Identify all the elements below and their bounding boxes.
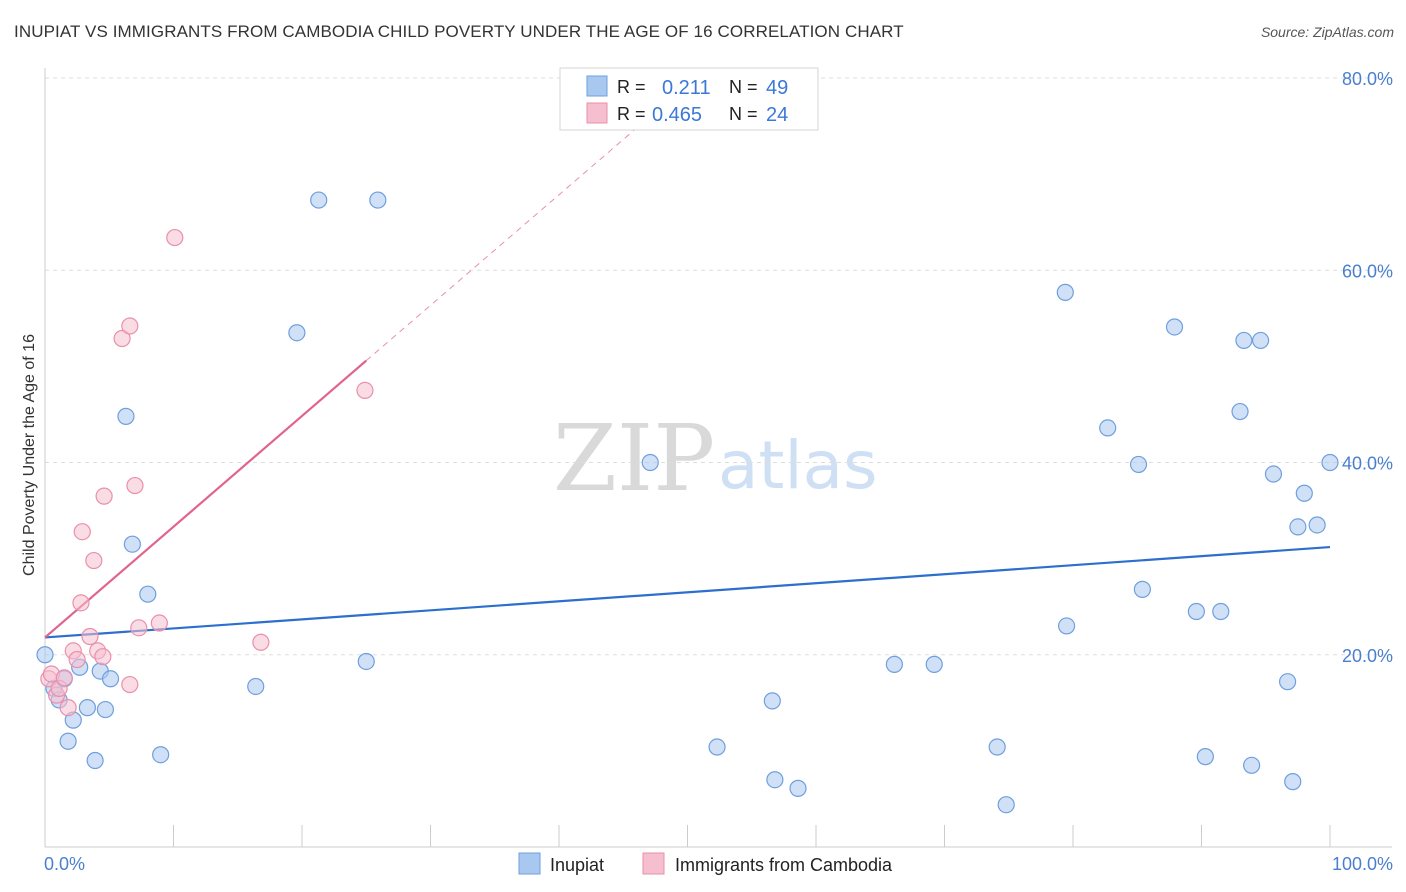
inupiat-point <box>1264 465 1283 483</box>
cambodia-point <box>81 627 99 646</box>
cambodia-point <box>85 551 103 570</box>
inupiat-point <box>708 738 726 756</box>
cambodia-point <box>73 523 91 541</box>
inupiat-point <box>1321 453 1339 472</box>
inupiat-point <box>123 535 141 553</box>
y-tick-label: 20.0% <box>1342 646 1393 666</box>
x-tick-label: 100.0% <box>1332 854 1393 874</box>
legend-swatch-inupiat <box>586 75 608 97</box>
inupiat-point <box>310 191 328 209</box>
inupiat-point <box>96 700 114 719</box>
inupiat-point <box>1099 419 1117 437</box>
inupiat-point <box>988 738 1006 756</box>
cambodia-point <box>121 675 139 694</box>
inupiat-point <box>1231 402 1249 421</box>
tick-labels: 20.0% 40.0% 60.0% 80.0% 0.0% 100.0% <box>44 69 1393 874</box>
cambodia-point <box>95 487 113 505</box>
inupiat-point <box>1235 331 1253 350</box>
cambodia-point <box>166 228 184 247</box>
series-legend-swatch-cambodia <box>642 852 665 875</box>
cambodia-point <box>59 699 77 717</box>
inupiat-point <box>369 191 387 209</box>
inupiat-point <box>1056 283 1074 301</box>
inupiat-point <box>86 751 104 770</box>
legend-r-value-cambodia: 0.465 <box>652 104 702 126</box>
legend-n-value-inupiat: 49 <box>766 77 788 99</box>
stats-legend: R = 0.211 N = 49 R = 0.465 N = 24 <box>559 67 819 131</box>
cambodia-point <box>72 594 90 612</box>
inupiat-trend-line <box>44 545 1331 639</box>
inupiat-point <box>1196 748 1214 766</box>
inupiat-point <box>59 732 77 750</box>
trend-lines <box>44 117 1331 639</box>
inupiat-point <box>1129 455 1148 474</box>
series-legend-label-inupiat: Inupiat <box>550 855 604 875</box>
inupiat-point <box>1187 602 1205 621</box>
x-tick-label: 0.0% <box>44 854 85 874</box>
y-axis-title: Child Poverty Under the Age of 16 <box>21 334 38 576</box>
inupiat-point <box>1308 516 1326 534</box>
inupiat-point <box>1252 331 1270 350</box>
cambodia-trend-extension <box>365 117 650 361</box>
inupiat-point <box>288 324 306 342</box>
inupiat-point <box>1295 484 1313 502</box>
cambodia-point <box>130 619 148 637</box>
watermark-atlas: atlas <box>718 427 878 504</box>
y-tick-label: 80.0% <box>1342 69 1393 89</box>
inupiat-point <box>36 646 54 664</box>
cambodia-point <box>150 614 168 632</box>
series-legend-label-cambodia: Immigrants from Cambodia <box>675 855 893 875</box>
inupiat-point <box>139 585 157 603</box>
cambodia-point <box>252 633 270 651</box>
cambodia-point <box>126 476 144 495</box>
legend-n-label: N = <box>729 77 758 97</box>
cambodia-trend-line <box>44 359 367 639</box>
inupiat-point <box>641 453 659 472</box>
axes <box>44 68 1392 848</box>
cambodia-point <box>356 381 374 400</box>
inupiat-point <box>1284 773 1302 791</box>
cambodia-point <box>121 317 139 335</box>
series-legend: Inupiat Immigrants from Cambodia <box>518 852 893 875</box>
inupiat-point <box>1243 756 1261 774</box>
series-legend-swatch-inupiat <box>518 852 541 875</box>
inupiat-point <box>766 771 784 789</box>
inupiat-point <box>789 779 807 797</box>
legend-n-value-cambodia: 24 <box>766 104 788 126</box>
inupiat-point <box>1133 580 1151 598</box>
cambodia-point <box>55 669 73 687</box>
legend-r-label: R = <box>617 104 646 124</box>
inupiat-point <box>1278 673 1297 691</box>
y-tick-label: 40.0% <box>1342 454 1393 474</box>
inupiat-point <box>101 670 120 688</box>
inupiat-point <box>247 677 265 696</box>
cambodia-point <box>68 650 86 669</box>
source-credit: Source: ZipAtlas.com <box>1260 24 1394 40</box>
inupiat-point <box>1289 518 1307 536</box>
inupiat-point <box>763 692 781 710</box>
legend-r-value-inupiat: 0.211 <box>662 77 711 99</box>
inupiat-point <box>1212 602 1230 621</box>
cambodia-point <box>94 648 112 666</box>
legend-n-label: N = <box>729 104 758 124</box>
legend-r-label: R = <box>617 77 646 97</box>
inupiat-point <box>885 655 903 673</box>
inupiat-point <box>1057 617 1076 635</box>
inupiat-point <box>997 796 1015 814</box>
inupiat-point <box>117 407 135 425</box>
data-points <box>36 191 1339 814</box>
inupiat-point <box>357 652 375 671</box>
grid-lines <box>45 77 1392 656</box>
legend-swatch-cambodia <box>586 102 608 124</box>
inupiat-point <box>152 746 170 764</box>
inupiat-point <box>1165 318 1184 336</box>
inupiat-point <box>925 655 943 673</box>
watermark-zip: ZIP <box>553 405 715 512</box>
inupiat-point <box>78 699 97 717</box>
chart-title: INUPIAT VS IMMIGRANTS FROM CAMBODIA CHIL… <box>14 22 904 41</box>
cambodia-point <box>113 329 131 348</box>
y-tick-label: 60.0% <box>1342 261 1393 281</box>
